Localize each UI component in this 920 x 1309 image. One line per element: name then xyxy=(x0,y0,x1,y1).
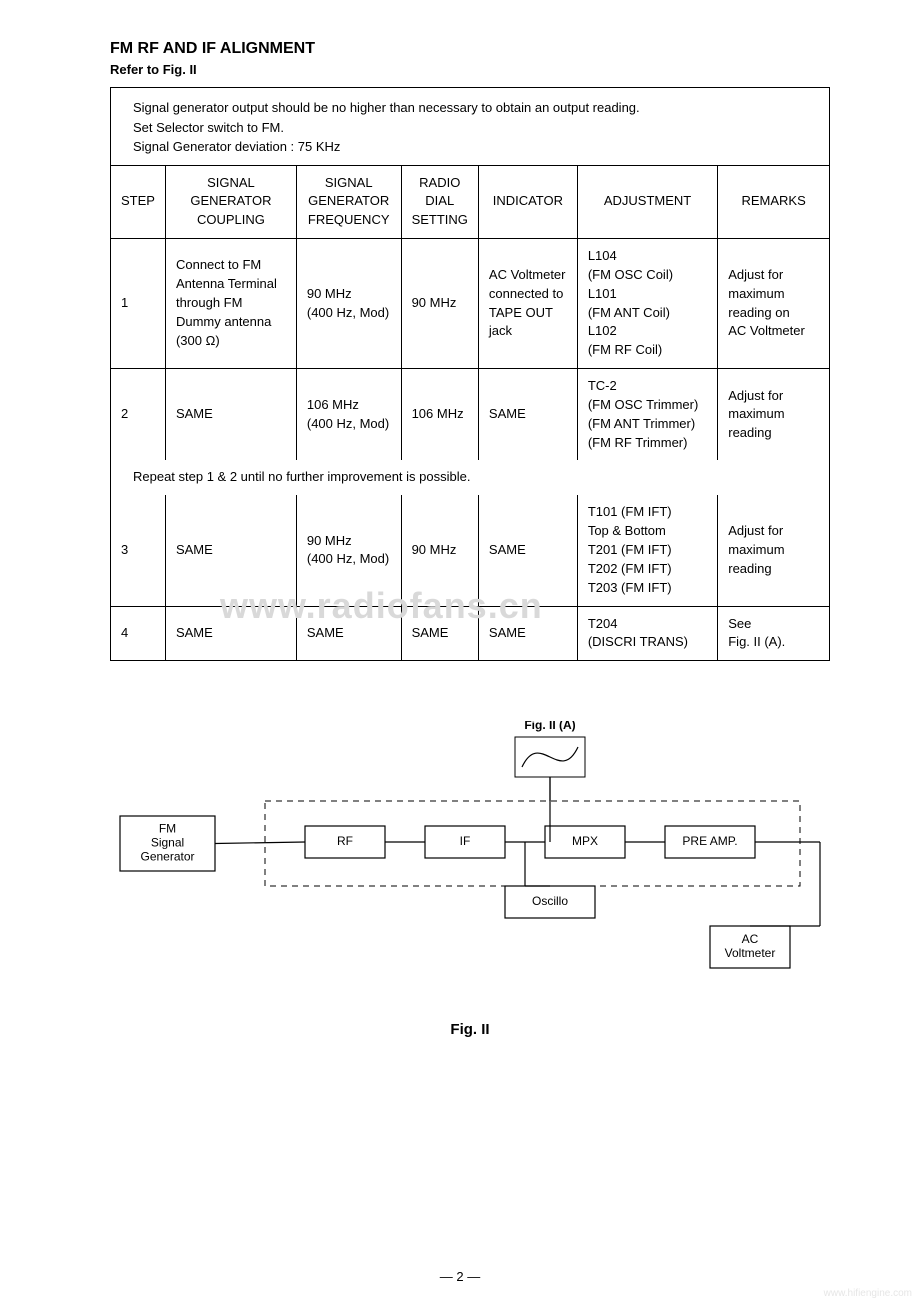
footer-watermark: www.hifiengine.com xyxy=(824,1288,912,1299)
cell-adjust: T204(DISCRI TRANS) xyxy=(577,606,717,660)
merged-note-row: Repeat step 1 & 2 until no further impro… xyxy=(111,460,829,495)
col-remarks: REMARKS xyxy=(718,166,829,239)
cell-dial: SAME xyxy=(401,606,478,660)
table-row: 4SAMESAMESAMESAMET204(DISCRI TRANS)SeeFi… xyxy=(111,606,829,660)
alignment-box: Signal generator output should be no hig… xyxy=(110,87,830,661)
cell-freq: 106 MHz(400 Hz, Mod) xyxy=(296,369,401,461)
svg-text:FM: FM xyxy=(159,822,176,836)
cell-remarks: Adjust formaximumreading onAC Voltmeter xyxy=(718,239,829,369)
table-row: 2SAME106 MHz(400 Hz, Mod)106 MHzSAMETC-2… xyxy=(111,369,829,461)
note-block: Signal generator output should be no hig… xyxy=(111,88,829,166)
cell-adjust: L104(FM OSC Coil)L101(FM ANT Coil)L102(F… xyxy=(577,239,717,369)
cell-coupling: SAME xyxy=(165,369,296,461)
svg-text:AC: AC xyxy=(742,932,759,946)
col-adjust: ADJUSTMENT xyxy=(577,166,717,239)
svg-text:Generator: Generator xyxy=(140,850,194,864)
svg-text:RF: RF xyxy=(337,834,353,848)
table-header-row: STEP SIGNALGENERATORCOUPLING SIGNALGENER… xyxy=(111,166,829,239)
cell-freq: 90 MHz(400 Hz, Mod) xyxy=(296,495,401,606)
cell-dial: 90 MHz xyxy=(401,495,478,606)
merged-note: Repeat step 1 & 2 until no further impro… xyxy=(111,460,829,495)
page-number: — 2 — xyxy=(0,1269,920,1284)
cell-remarks: Adjust formaximumreading xyxy=(718,495,829,606)
cell-adjust: TC-2(FM OSC Trimmer)(FM ANT Trimmer)(FM … xyxy=(577,369,717,461)
alignment-table: STEP SIGNALGENERATORCOUPLING SIGNALGENER… xyxy=(111,166,829,661)
cell-coupling: Connect to FMAntenna Terminalthrough FMD… xyxy=(165,239,296,369)
col-dial: RADIODIALSETTING xyxy=(401,166,478,239)
note-line: Signal Generator deviation : 75 KHz xyxy=(133,137,807,157)
table-row: 3SAME90 MHz(400 Hz, Mod)90 MHzSAMET101 (… xyxy=(111,495,829,606)
cell-remarks: SeeFig. II (A). xyxy=(718,606,829,660)
col-step: STEP xyxy=(111,166,165,239)
cell-step: 4 xyxy=(111,606,165,660)
cell-dial: 90 MHz xyxy=(401,239,478,369)
cell-step: 1 xyxy=(111,239,165,369)
cell-step: 3 xyxy=(111,495,165,606)
cell-adjust: T101 (FM IFT)Top & BottomT201 (FM IFT)T2… xyxy=(577,495,717,606)
figure-caption: Fig. II xyxy=(110,1021,830,1038)
cell-indicator: AC Voltmeterconnected toTAPE OUTjack xyxy=(478,239,577,369)
note-line: Set Selector switch to FM. xyxy=(133,118,807,138)
diagram-svg: Fig. II (A) FMSignalGenerator RF IF MPX PRE A… xyxy=(110,721,830,1001)
svg-text:Oscillo: Oscillo xyxy=(532,894,568,908)
section-subheading: Refer to Fig. II xyxy=(110,62,830,77)
svg-text:Signal: Signal xyxy=(151,836,184,850)
cell-step: 2 xyxy=(111,369,165,461)
table-row: 1Connect to FMAntenna Terminalthrough FM… xyxy=(111,239,829,369)
page: FM RF AND IF ALIGNMENT Refer to Fig. II … xyxy=(0,0,920,1309)
svg-text:MPX: MPX xyxy=(572,834,598,848)
col-indicator: INDICATOR xyxy=(478,166,577,239)
note-line: Signal generator output should be no hig… xyxy=(133,98,807,118)
cell-freq: 90 MHz(400 Hz, Mod) xyxy=(296,239,401,369)
cell-coupling: SAME xyxy=(165,495,296,606)
section-heading: FM RF AND IF ALIGNMENT xyxy=(110,40,830,58)
cell-indicator: SAME xyxy=(478,606,577,660)
cell-remarks: Adjust formaximumreading xyxy=(718,369,829,461)
svg-text:Voltmeter: Voltmeter xyxy=(725,946,776,960)
svg-text:PRE AMP.: PRE AMP. xyxy=(682,834,737,848)
col-coupling: SIGNALGENERATORCOUPLING xyxy=(165,166,296,239)
svg-text:IF: IF xyxy=(460,834,471,848)
cell-coupling: SAME xyxy=(165,606,296,660)
cell-indicator: SAME xyxy=(478,369,577,461)
cell-dial: 106 MHz xyxy=(401,369,478,461)
cell-freq: SAME xyxy=(296,606,401,660)
block-diagram: Fig. II (A) FMSignalGenerator RF IF MPX PRE A… xyxy=(110,721,830,1001)
cell-indicator: SAME xyxy=(478,495,577,606)
col-freq: SIGNALGENERATORFREQUENCY xyxy=(296,166,401,239)
svg-text:Fig. II (A): Fig. II (A) xyxy=(524,721,575,732)
